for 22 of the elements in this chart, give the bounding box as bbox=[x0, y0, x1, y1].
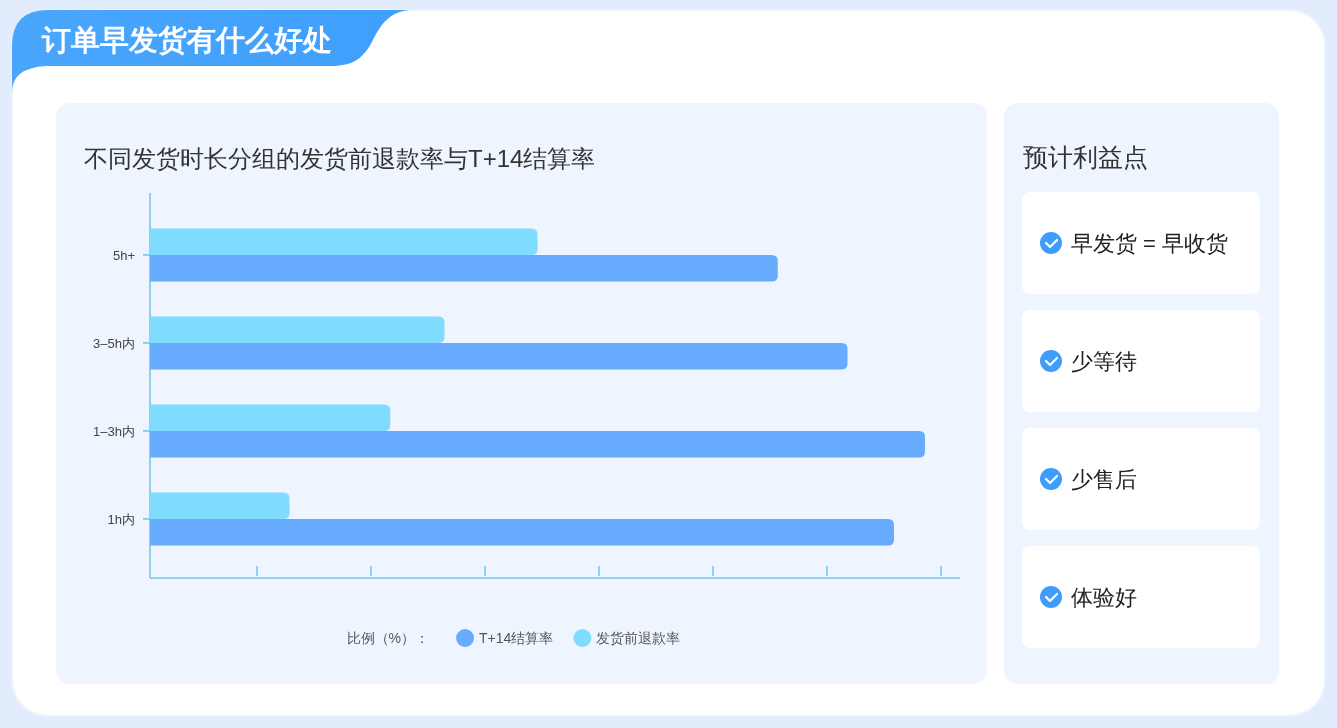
bar bbox=[150, 343, 848, 370]
bar bbox=[150, 519, 894, 546]
text: 早发货 = 早收货 bbox=[1071, 230, 1229, 256]
y-tick-label: 3–5h内 bbox=[93, 335, 135, 351]
y-tick-label: 1h内 bbox=[107, 511, 135, 527]
chart-title: 订单早发货有什么好处 bbox=[41, 24, 332, 56]
bar bbox=[150, 228, 538, 255]
legend-label: T+14结算率 bbox=[479, 630, 554, 646]
bar bbox=[150, 404, 391, 431]
y-tick-label: 1–3h内 bbox=[93, 423, 135, 439]
legend-title: 比例（%）： bbox=[346, 630, 430, 646]
bar bbox=[150, 431, 925, 458]
legend-label: 发货前退款率 bbox=[596, 630, 681, 646]
text: 少等待 bbox=[1071, 348, 1137, 374]
bar bbox=[150, 255, 778, 282]
text: 体验好 bbox=[1071, 584, 1137, 610]
bar bbox=[150, 316, 445, 343]
y-tick-label: 5h+ bbox=[112, 247, 135, 263]
text: 少售后 bbox=[1071, 466, 1137, 492]
text: 预计利益点 bbox=[1023, 143, 1148, 171]
bar bbox=[150, 492, 290, 519]
chart-subtitle: 不同发货时长分组的发货前退款率与T+14结算率 bbox=[84, 144, 596, 172]
